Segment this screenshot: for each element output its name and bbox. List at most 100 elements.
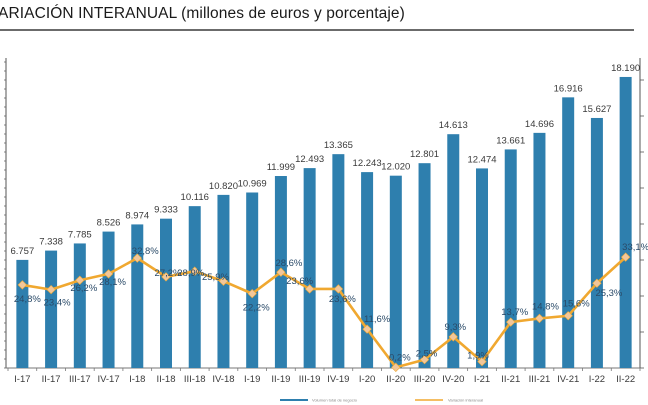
line-path <box>22 256 627 369</box>
bar-III-18 <box>188 206 201 368</box>
line-point-III-19 <box>304 284 315 294</box>
bar-value-label: 16.916 <box>554 83 583 94</box>
bar-IV-21 <box>562 97 575 369</box>
bar-value-label: 12.020 <box>381 162 410 173</box>
bar-II-17 <box>45 250 58 368</box>
bar-I-17 <box>16 259 29 368</box>
line-point-II-20 <box>391 362 401 372</box>
pct-value-label: 22,2% <box>243 303 270 314</box>
bar-value-label: 15.627 <box>582 104 611 115</box>
pct-value-label: 15,6% <box>563 299 590 310</box>
line-series <box>17 252 631 372</box>
pct-value-label: 24,8% <box>14 294 41 305</box>
bar-value-label: 13.365 <box>324 140 353 151</box>
bar-II-22 <box>619 76 632 369</box>
pct-value-label: 32,8% <box>132 246 159 257</box>
x-tick-label: I-21 <box>474 374 490 385</box>
line-point-II-21 <box>506 317 516 327</box>
line-point-III-21 <box>534 313 545 324</box>
bar-value-label: 9.333 <box>154 205 178 216</box>
bar-I-20 <box>361 172 374 368</box>
x-tick-label: I-19 <box>244 374 260 385</box>
bar-value-label: 10.116 <box>181 192 209 203</box>
bar-III-20 <box>418 163 431 368</box>
x-tick-label: IV-18 <box>212 374 234 385</box>
pct-value-label: 13,7% <box>501 307 528 318</box>
line-point-I-18 <box>132 253 142 263</box>
legend: Volumen total de negocio Variación intera… <box>280 398 483 403</box>
bars <box>16 76 632 369</box>
pct-value-label: 1,9% <box>467 351 489 362</box>
bar-value-label: 10.969 <box>238 178 267 189</box>
x-tick-label: I-22 <box>589 374 605 385</box>
bar-I-19 <box>246 192 259 368</box>
x-tick-label: II-20 <box>386 374 405 385</box>
x-tick-label: I-17 <box>14 374 30 385</box>
line-point-I-17 <box>17 280 28 290</box>
x-tick-label: II-19 <box>271 374 290 385</box>
bar-IV-20 <box>447 134 460 368</box>
line-point-IV-18 <box>218 276 229 286</box>
x-tick-label: IV-17 <box>97 374 119 385</box>
bar-value-label: 13.661 <box>496 135 525 146</box>
title-divider <box>0 29 634 31</box>
bar-I-22 <box>590 117 603 368</box>
x-tick-label: III-18 <box>184 374 206 385</box>
x-tick-label: II-22 <box>616 374 635 385</box>
line-point-III-18 <box>190 266 200 276</box>
x-tick-label: III-17 <box>69 374 91 385</box>
pct-value-label: 28,6% <box>275 258 302 269</box>
line-point-II-18 <box>161 272 171 282</box>
bar-value-label: 12.493 <box>295 154 324 165</box>
pct-value-label: 2,5% <box>416 349 438 360</box>
legend-label-bars: Volumen total de negocio <box>312 398 358 403</box>
line-point-IV-20 <box>448 332 458 342</box>
pct-value-label: 23,6% <box>286 276 313 287</box>
x-tick-label: II-17 <box>42 374 61 385</box>
bar-value-label: 11.999 <box>267 162 295 173</box>
bar-value-label: 12.801 <box>410 149 439 160</box>
chart-title: ARIACIÓN INTERANUAL (millones de euros y… <box>0 5 405 22</box>
bar-III-21 <box>533 132 546 368</box>
x-tick-label: I-20 <box>359 374 375 385</box>
bar-value-label: 7.785 <box>68 229 92 240</box>
bar-value-label: 12.474 <box>467 154 496 165</box>
data-labels: 6.757 7.338 7.785 8.526 8.974 9.33310.11610.8… <box>10 63 648 363</box>
bar-value-label: 12.243 <box>353 158 382 169</box>
line-point-III-20 <box>419 354 430 365</box>
bar-III-19 <box>303 168 316 368</box>
bar-value-label: 10.820 <box>209 181 238 192</box>
x-tick-label: II-21 <box>501 374 520 385</box>
line-point-I-22 <box>592 278 602 288</box>
pct-value-label: 23,6% <box>329 294 356 305</box>
pct-value-label: 25,9% <box>202 272 229 283</box>
x-tick-label: IV-19 <box>327 374 349 385</box>
bar-IV-17 <box>102 231 115 368</box>
bar-II-21 <box>504 149 517 368</box>
bar-II-20 <box>389 175 402 368</box>
bar-II-18 <box>160 218 172 368</box>
line-point-II-17 <box>46 284 56 295</box>
pct-value-label: 33,1% <box>622 242 648 253</box>
pct-value-label: 28,1% <box>99 277 126 288</box>
x-tick-label: IV-21 <box>557 374 579 385</box>
x-tick-label: I-18 <box>129 374 145 385</box>
bar-value-label: 18.190 <box>611 63 640 74</box>
pct-value-label: 26,2% <box>70 283 97 294</box>
pct-value-label: 23,4% <box>44 298 71 309</box>
bar-value-label: 14.696 <box>525 119 554 130</box>
line-point-I-21 <box>477 356 487 367</box>
x-tick-label: II-18 <box>156 374 175 385</box>
x-tick-labels: I-17 II-17 III-17 IV-17 I-18 II-18 III-18 IV-18… <box>14 374 635 385</box>
axes <box>4 58 644 371</box>
x-tick-label: III-20 <box>414 374 436 385</box>
pct-value-label: 25,3% <box>595 288 622 299</box>
x-tick-label: III-21 <box>529 374 551 385</box>
line-point-IV-19 <box>333 284 344 294</box>
x-tick-label: IV-20 <box>442 374 464 385</box>
pct-value-label: 14,8% <box>532 301 559 312</box>
line-point-II-22 <box>620 252 631 262</box>
legend-label-line: Variación interanual <box>448 398 483 403</box>
pct-value-label: 11,6% <box>364 314 391 325</box>
